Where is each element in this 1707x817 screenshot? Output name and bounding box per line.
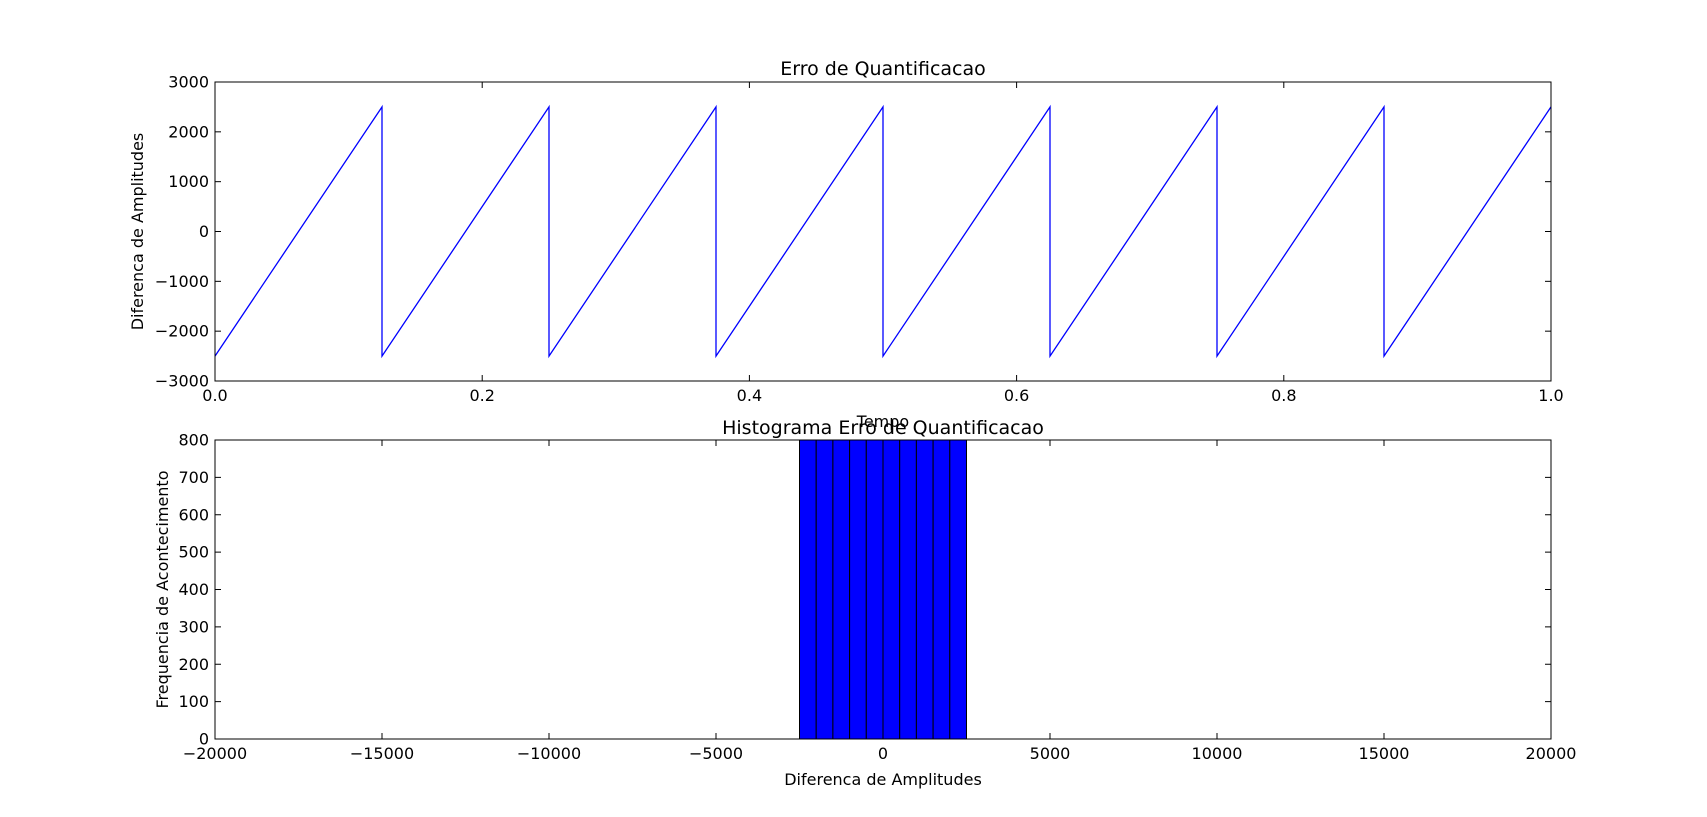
top-x-tick-label: 1.0 — [1538, 386, 1563, 405]
bottom-x-tick-label: −20000 — [183, 744, 247, 763]
bottom-x-tick-label: 15000 — [1359, 744, 1410, 763]
bottom-y-tick-label: 400 — [178, 580, 209, 599]
top-x-tick-label: 0.6 — [1004, 386, 1029, 405]
error-line-series — [214, 104, 1552, 359]
histogram-bar — [832, 439, 851, 740]
top-y-tick-label: −1000 — [155, 272, 209, 291]
top-y-tick-label: 1000 — [168, 172, 209, 191]
quantization-error-plot: Erro de Quantificacao 0.0 0.2 0.4 0.6 0.8 1.0… — [128, 58, 1564, 431]
histogram-bars — [799, 439, 967, 740]
bottom-plot-ticks: −20000 −15000 −10000 −5000 0 5000 10000 15000 20… — [178, 431, 1576, 764]
bottom-y-tick-label: 500 — [178, 543, 209, 562]
top-plot-xlabel: Tempo — [856, 412, 909, 431]
bottom-plot-xlabel: Diferenca de Amplitudes — [784, 770, 982, 789]
top-x-tick-label: 0.0 — [202, 386, 227, 405]
histogram-bar — [882, 439, 901, 740]
bottom-y-tick-label: 700 — [178, 468, 209, 487]
bottom-x-tick-label: 10000 — [1192, 744, 1243, 763]
histogram-bar — [899, 439, 917, 740]
histogram-bar — [799, 439, 817, 740]
top-x-tick-label: 0.8 — [1271, 386, 1296, 405]
quantization-error-histogram: Histograma Erro de Quantificacao −20000 −… — [153, 417, 1576, 789]
bottom-x-tick-label: −10000 — [517, 744, 581, 763]
bottom-x-tick-label: −5000 — [689, 744, 743, 763]
bottom-y-tick-label: 0 — [199, 730, 209, 749]
bottom-plot-title: Histograma Erro de Quantificacao — [722, 417, 1044, 439]
top-x-tick-label: 0.2 — [469, 386, 494, 405]
top-y-tick-label: −3000 — [155, 372, 209, 391]
bottom-y-tick-label: 200 — [178, 655, 209, 674]
top-y-tick-label: 0 — [199, 222, 209, 241]
histogram-bar — [932, 439, 951, 740]
bottom-x-tick-label: 5000 — [1030, 744, 1071, 763]
bottom-plot-ylabel: Frequencia de Acontecimento — [153, 471, 172, 709]
histogram-bar — [915, 439, 934, 740]
top-plot-ticks: 0.0 0.2 0.4 0.6 0.8 1.0 −3000 −2000 −1000 0 1000 20… — [155, 73, 1564, 406]
histogram-bar — [865, 439, 884, 740]
top-y-tick-label: −2000 — [155, 322, 209, 341]
bottom-y-tick-label: 600 — [178, 505, 209, 524]
histogram-bar — [949, 439, 967, 740]
top-y-tick-label: 3000 — [168, 73, 209, 92]
top-x-tick-label: 0.4 — [737, 386, 762, 405]
histogram-bar — [849, 439, 867, 740]
top-plot-title: Erro de Quantificacao — [780, 58, 986, 80]
top-y-tick-label: 2000 — [168, 122, 209, 141]
bottom-y-tick-label: 300 — [178, 617, 209, 636]
top-plot-ylabel: Diferenca de Amplitudes — [128, 133, 147, 331]
bottom-y-tick-label: 100 — [178, 692, 209, 711]
bottom-x-tick-label: 20000 — [1526, 744, 1577, 763]
bottom-x-tick-label: −15000 — [350, 744, 414, 763]
bottom-x-tick-label: 0 — [878, 744, 888, 763]
bottom-y-tick-label: 800 — [178, 431, 209, 450]
top-plot-line-series — [214, 104, 1552, 359]
histogram-bar — [815, 439, 834, 740]
